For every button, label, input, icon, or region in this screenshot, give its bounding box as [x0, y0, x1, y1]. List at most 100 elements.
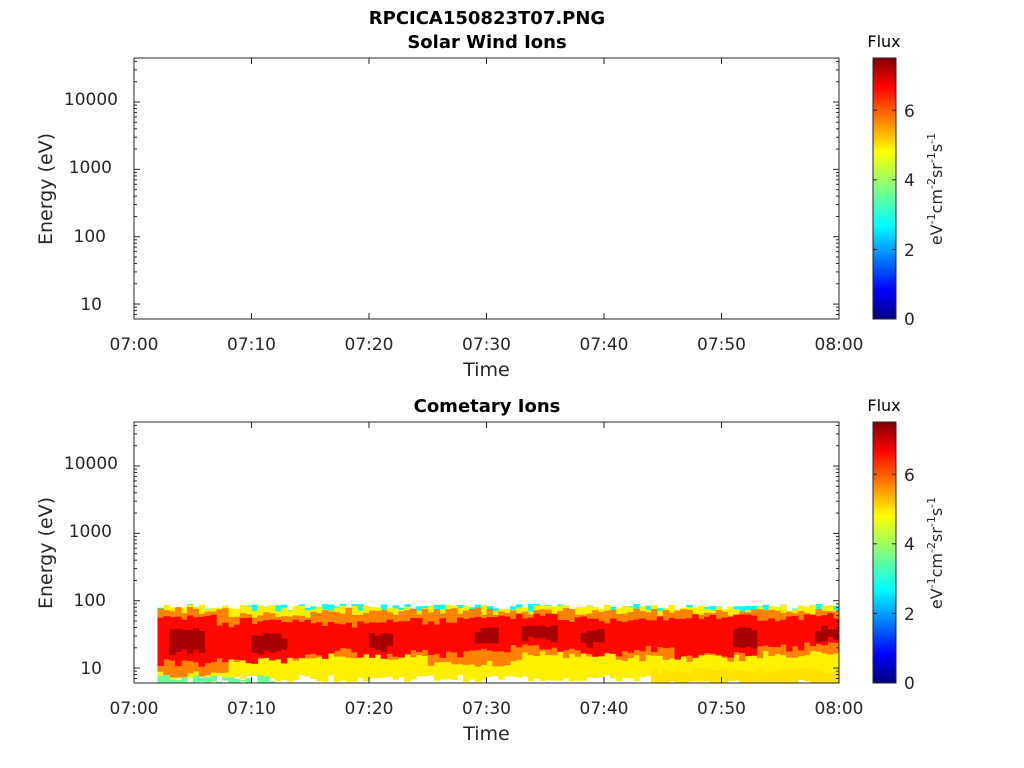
- spectrogram-cell: [639, 618, 646, 652]
- spectrogram-cell: [750, 671, 758, 683]
- spectrogram-cell: [733, 628, 740, 648]
- spectrogram-cell: [821, 673, 828, 683]
- colorbar-gradient: [872, 57, 897, 320]
- spectrogram-cell: [192, 675, 200, 683]
- colorbar-tick-label: 4: [904, 535, 915, 555]
- spectrogram-cell: [263, 633, 270, 651]
- colorbar-tick-label: 2: [904, 241, 915, 261]
- spectrogram-cell: [756, 620, 764, 647]
- spectrogram-cell: [181, 677, 188, 683]
- spectrogram-cell: [363, 623, 370, 655]
- y-axis-label: Energy (eV): [35, 133, 57, 245]
- spectrogram-cell: [656, 616, 664, 648]
- spectrogram-cell: [698, 619, 705, 655]
- spectrogram-cell: [510, 618, 517, 646]
- spectrogram-cell: [815, 670, 822, 683]
- spectrogram-cell: [222, 677, 229, 681]
- spectrogram-cell: [721, 667, 728, 683]
- spectrogram-cell: [257, 635, 264, 655]
- spectrogram-cell: [815, 616, 822, 644]
- spectrogram-cell: [210, 614, 217, 662]
- spectrogram-cell: [598, 629, 605, 643]
- axes: [133, 422, 840, 684]
- spectrogram-cell: [668, 672, 676, 682]
- spectrogram-cell: [727, 616, 734, 658]
- spectrogram-cell: [210, 675, 217, 682]
- spectrogram-cell: [721, 617, 728, 657]
- spectrogram-cell: [709, 670, 717, 683]
- spectrogram-cell: [803, 614, 811, 643]
- spectrogram-cell: [374, 635, 382, 651]
- x-tick-label: 07:50: [697, 335, 746, 355]
- spectrogram-cell: [327, 622, 335, 654]
- spectrogram-cell: [833, 629, 839, 641]
- spectrogram-cell: [275, 605, 282, 615]
- spectrogram-cell: [468, 617, 476, 651]
- spectrogram-cell: [786, 616, 793, 652]
- spectrogram-cell: [774, 670, 781, 683]
- spectrogram-cell: [339, 624, 347, 649]
- colorbar-tick-label: 0: [904, 310, 915, 330]
- spectrogram-cell: [674, 668, 681, 683]
- spectrogram-cell: [756, 667, 764, 683]
- spectrogram-cell: [592, 630, 599, 643]
- spectrogram-cell: [157, 675, 164, 683]
- y-tick-label: 10000: [64, 454, 118, 474]
- spectrogram-cell: [280, 638, 288, 650]
- panel-title: Cometary Ions: [414, 396, 561, 417]
- spectrogram-cell: [739, 626, 746, 649]
- spectrogram-cell: [680, 618, 687, 657]
- x-axis-label: Time: [462, 359, 510, 381]
- axes: [133, 58, 840, 320]
- spectrogram-cell: [750, 630, 758, 649]
- spectrogram-cell: [521, 626, 529, 642]
- x-tick-label: 07:00: [110, 335, 159, 355]
- spectrogram-cell: [739, 670, 746, 683]
- spectrogram-cell: [181, 629, 188, 650]
- spectrogram-cell: [774, 621, 781, 648]
- spectrogram-cell: [827, 673, 834, 683]
- spectrogram-cell: [809, 668, 817, 683]
- colorbar-tick-label: 6: [904, 466, 915, 486]
- spectrogram-cell: [686, 618, 693, 656]
- spectrogram-cell: [169, 679, 176, 683]
- spectrogram-cell: [233, 624, 241, 660]
- colorbar-tick-label: 0: [904, 674, 915, 694]
- spectrogram-cell: [416, 618, 423, 652]
- colorbar-tick-label: 4: [904, 171, 915, 191]
- spectrogram-cell: [551, 625, 558, 643]
- y-tick-label: 10000: [64, 90, 118, 110]
- spectrogram-cell: [821, 625, 828, 642]
- spectrogram-cell: [780, 619, 787, 645]
- spectrogram-cell: [568, 621, 576, 649]
- spectrogram-cell: [351, 627, 358, 653]
- y-axis-label: Energy (eV): [35, 497, 57, 609]
- spectrogram-cell: [703, 616, 711, 654]
- spectrogram-cell: [286, 622, 294, 658]
- panel-cometary-ions: Cometary Ions 07:00 07:10 07:20 07:30 07…: [35, 396, 946, 745]
- spectrogram-cell: [198, 631, 206, 654]
- spectrogram-cell: [827, 629, 834, 637]
- spectrogram-cell: [762, 673, 770, 683]
- spectrogram-cell: [562, 620, 570, 651]
- spectrogram-cell: [627, 620, 634, 653]
- spectrogram-cell: [398, 621, 405, 658]
- x-tick-label: 07:30: [462, 699, 511, 719]
- spectrogram-cell: [457, 617, 464, 658]
- spectrogram-cell: [175, 628, 182, 652]
- spectrogram-cell: [198, 677, 206, 682]
- spectrogram-cell: [586, 630, 593, 648]
- spectrogram-cell: [316, 622, 323, 656]
- spectrogram-cell: [298, 621, 305, 659]
- spectrogram-cell: [527, 603, 535, 613]
- spectrogram-cell: [515, 613, 523, 648]
- spectrogram-cell: [692, 614, 699, 658]
- spectrogram-cell: [557, 620, 564, 652]
- y-tick-label: 100: [74, 591, 106, 611]
- spectrogram-cell: [827, 613, 834, 643]
- spectrogram-cell: [392, 622, 399, 657]
- spectrogram-cell: [239, 679, 247, 682]
- spectrogram-cell: [574, 617, 582, 651]
- spectrogram-cell: [833, 606, 839, 614]
- spectrogram-cell: [251, 604, 258, 616]
